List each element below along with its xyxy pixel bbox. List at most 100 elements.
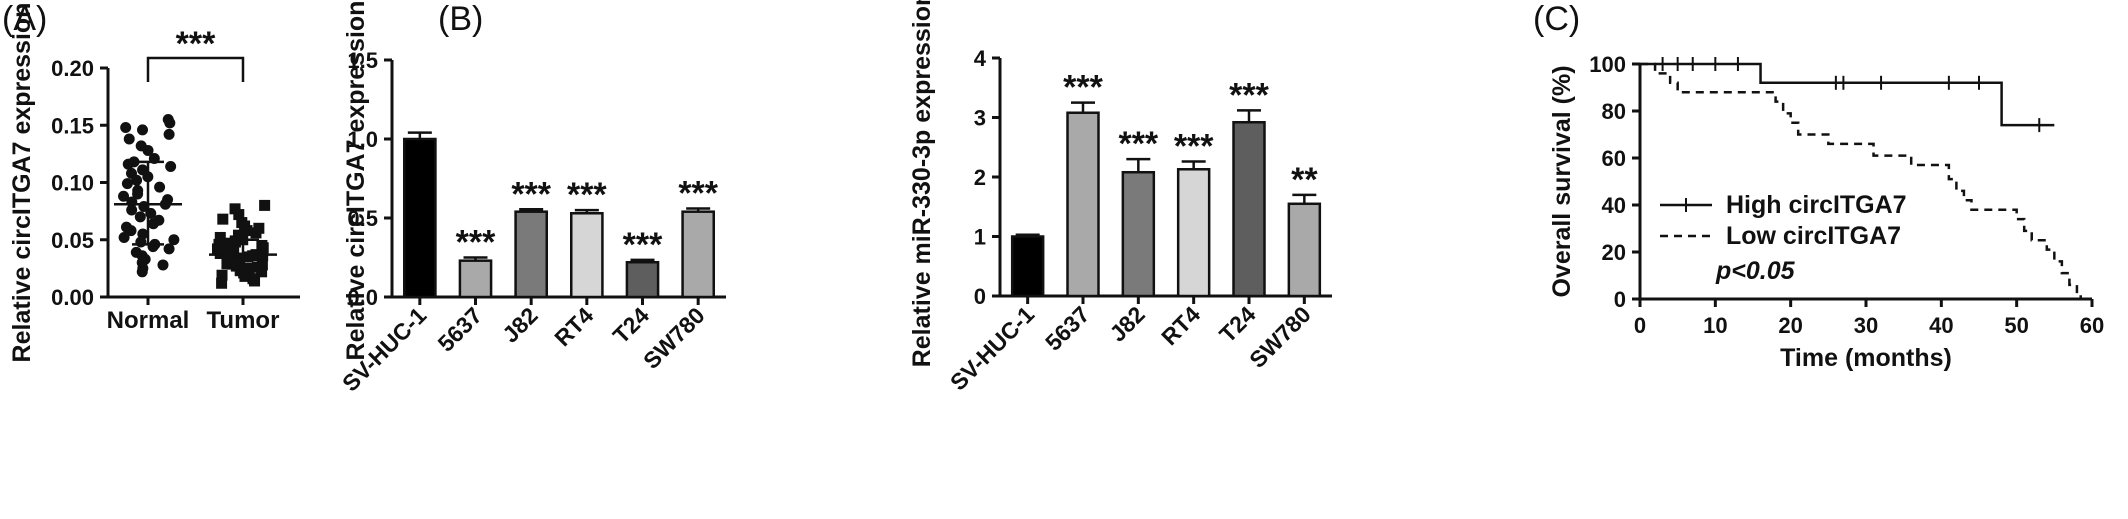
data-point-tumor: [214, 231, 226, 243]
data-point-tumor: [229, 203, 241, 215]
significance-label: ***: [623, 226, 663, 264]
y-tick-label: 0.20: [51, 56, 94, 81]
survival-line-low: [1640, 62, 2082, 299]
significance-label: **: [1291, 161, 1318, 199]
scatter-chart-circitga7-tissue: 0.00 0.05 0.10 0.15 0.20 Relative circITGA7 e…: [8, 3, 300, 363]
data-point-normal: [165, 160, 177, 172]
y-tick-label: 2: [974, 165, 986, 190]
survival-chart: 0 20 40 60 80 100 0 10 20 30 40 50 60 Overall surviva…: [1548, 52, 2104, 372]
data-point-normal: [163, 243, 175, 255]
bar-rt4: [1176, 168, 1211, 298]
data-point-normal: [157, 259, 169, 271]
data-point-tumor: [239, 270, 251, 282]
data-point-tumor: [256, 266, 268, 278]
y-tick-label: 60: [1602, 146, 1626, 171]
x-tick-label: T24: [608, 302, 655, 349]
y-tick-label: 0.05: [51, 228, 94, 253]
y-axis-label: Relative circITGA7 expression: [8, 3, 36, 363]
data-point-normal: [136, 266, 148, 278]
y-axis-label: Relative circITGA7 expression: [342, 1, 370, 361]
data-point-tumor: [216, 277, 228, 289]
x-tick-label: Normal: [107, 307, 190, 334]
bar-t24: [1232, 121, 1266, 298]
significance-label: ***: [1229, 76, 1269, 114]
y-tick-label: 0.0: [347, 285, 378, 310]
data-point-tumor: [242, 251, 254, 263]
data-point-tumor: [249, 275, 261, 287]
y-tick-label: 3: [974, 106, 986, 131]
panel-a-label: (A): [2, 0, 47, 38]
data-point-normal: [118, 190, 130, 202]
y-tick-label: 0: [974, 284, 986, 309]
data-point-normal: [163, 128, 175, 140]
y-tick-label: 1.0: [347, 127, 378, 152]
bar-sw780: [1287, 202, 1322, 298]
x-tick-label: SW780: [638, 302, 710, 374]
data-point-normal: [142, 144, 154, 156]
data-point-tumor: [250, 227, 262, 239]
significance-bracket: [146, 56, 245, 82]
data-point-tumor: [216, 269, 228, 281]
bar-chart-mir330-cells: 0 1 2 3 4 Relative miR-330-3p expression SV-HU…: [908, 0, 1332, 395]
y-tick-label: 40: [1602, 193, 1626, 218]
significance-label: ***: [567, 176, 607, 214]
x-tick-label: 0: [1634, 313, 1646, 338]
significance-label: ***: [1063, 69, 1103, 107]
data-point-tumor: [241, 225, 253, 237]
significance-label: ***: [511, 175, 551, 213]
x-tick-label: 30: [1854, 313, 1878, 338]
y-axis-label: Relative miR-330-3p expression: [908, 0, 936, 367]
p-value-annotation: p<0.05: [1715, 257, 1796, 285]
bar-j82: [1121, 170, 1156, 298]
data-point-normal: [134, 211, 146, 223]
x-tick-label: 40: [1929, 313, 1953, 338]
survival-line-high: [1640, 62, 2055, 127]
bar-5637: [1066, 111, 1100, 298]
data-point-normal: [121, 178, 133, 190]
legend-label-low: Low circITGA7: [1726, 222, 1901, 250]
x-tick-label: 5637: [1040, 301, 1095, 356]
x-tick-label: RT4: [1156, 301, 1205, 350]
y-tick-label: 100: [1589, 52, 1626, 77]
y-tick-label: 0.15: [51, 113, 94, 138]
x-tick-label: SV-HUC-1: [945, 301, 1039, 395]
x-tick-label: SW780: [1244, 301, 1316, 373]
x-tick-label: 60: [2080, 313, 2104, 338]
data-point-normal: [118, 231, 130, 243]
panel-c-label: (C): [1533, 0, 1580, 38]
significance-label: ***: [456, 224, 496, 262]
data-point-tumor: [257, 242, 269, 254]
significance-label: ***: [1118, 125, 1158, 163]
data-point-tumor: [259, 199, 271, 211]
data-point-tumor: [233, 209, 245, 221]
data-point-normal: [154, 181, 166, 193]
y-tick-label: 1.5: [347, 48, 378, 73]
x-tick-label: 20: [1778, 313, 1802, 338]
data-point-normal: [135, 236, 147, 248]
bar-sw780: [681, 210, 716, 299]
y-tick-label: 0.10: [51, 171, 94, 196]
data-point-tumor: [217, 213, 229, 225]
data-point-normal: [122, 158, 134, 170]
data-point-normal: [164, 117, 176, 129]
panel-b-label: (B): [438, 0, 483, 38]
x-tick-label: 10: [1703, 313, 1727, 338]
x-tick-label: J82: [497, 302, 543, 348]
data-point-normal: [126, 204, 138, 216]
y-tick-label: 20: [1602, 240, 1626, 265]
x-tick-label: T24: [1214, 301, 1261, 348]
x-tick-label: J82: [1104, 301, 1150, 347]
data-point-normal: [132, 188, 144, 200]
y-tick-label: 0: [1614, 287, 1626, 312]
bar-j82: [514, 210, 549, 299]
data-point-tumor: [228, 245, 240, 257]
bar-rt4: [569, 212, 604, 299]
x-tick-label: Tumor: [207, 307, 280, 334]
x-tick-label: RT4: [549, 302, 598, 351]
data-point-normal: [168, 234, 180, 246]
y-tick-label: 0.00: [51, 285, 94, 310]
bar-sv-huc-1: [1010, 235, 1045, 298]
y-axis-label: Overall survival (%): [1548, 65, 1576, 297]
significance-label: ***: [1174, 128, 1214, 166]
